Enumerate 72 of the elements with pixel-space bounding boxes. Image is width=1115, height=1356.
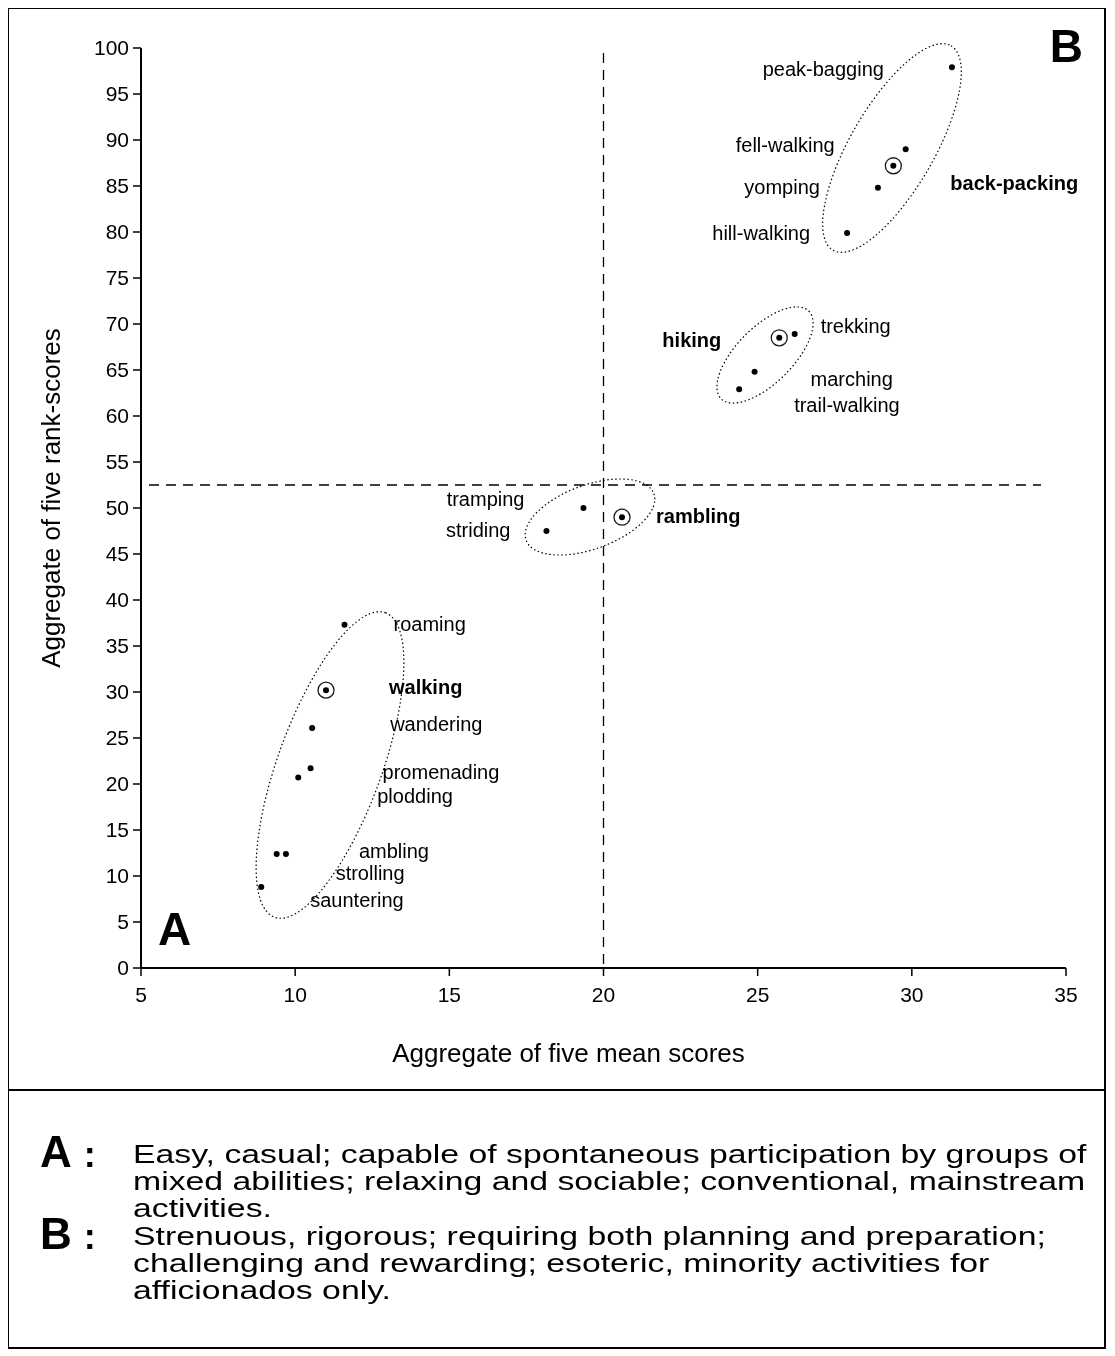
point xyxy=(309,724,316,731)
annotation: promenading xyxy=(382,761,500,784)
y-tick-label: 70 xyxy=(105,312,129,336)
y-axis-title: Aggregate of five rank-scores xyxy=(36,328,66,668)
x-tick-label: 15 xyxy=(437,983,462,1006)
point xyxy=(613,508,631,526)
point xyxy=(341,621,348,628)
x-tick-label: 10 xyxy=(283,983,307,1006)
point xyxy=(295,774,302,781)
y-tick-label: 15 xyxy=(105,818,129,842)
y-tick-label: 30 xyxy=(105,680,129,704)
x-tick-label: 5 xyxy=(135,983,147,1006)
annotation: A xyxy=(158,903,192,955)
annotation: roaming xyxy=(393,612,466,635)
y-tick-label: 10 xyxy=(105,864,129,888)
y-tick-label: 95 xyxy=(105,82,129,106)
annotation: trekking xyxy=(820,315,891,338)
point xyxy=(273,850,280,857)
y-tick-label: 60 xyxy=(105,404,129,428)
point xyxy=(736,386,743,393)
annotation: rambling xyxy=(656,505,741,528)
annotation: plodding xyxy=(377,784,453,807)
point xyxy=(948,64,955,71)
x-tick-label: 30 xyxy=(900,983,924,1006)
annotation: sauntering xyxy=(310,889,404,912)
point xyxy=(543,528,550,534)
annotation: B xyxy=(1049,20,1083,72)
annotation: hill-walking xyxy=(712,221,811,244)
annotation: hiking xyxy=(662,328,722,351)
y-tick-label: 20 xyxy=(105,772,129,796)
y-tick-label: 65 xyxy=(105,358,129,382)
y-tick-label: 85 xyxy=(105,174,129,198)
y-tick-label: 25 xyxy=(105,726,129,750)
x-tick-label: 25 xyxy=(745,983,770,1006)
annotation: wandering xyxy=(389,712,483,735)
y-tick-label: 5 xyxy=(117,910,129,934)
point xyxy=(791,331,798,338)
y-tick-label: 35 xyxy=(105,634,129,658)
annotation: peak-bagging xyxy=(762,58,884,81)
y-tick-label: 0 xyxy=(117,956,129,980)
point xyxy=(751,368,758,375)
point xyxy=(874,184,881,191)
y-tick-label: 100 xyxy=(93,36,129,60)
annotation: tramping xyxy=(446,488,525,510)
annotation: walking xyxy=(388,676,463,699)
y-tick-label: 90 xyxy=(105,128,129,152)
point xyxy=(317,681,335,699)
y-tick-label: 55 xyxy=(105,450,129,474)
point xyxy=(258,884,265,891)
y-tick-label: 50 xyxy=(105,496,129,520)
annotation: trail-walking xyxy=(794,394,900,417)
y-tick-label: 80 xyxy=(105,220,129,244)
x-axis-title: Aggregate of five mean scores xyxy=(392,1038,745,1068)
point xyxy=(844,229,851,236)
point xyxy=(580,505,587,511)
point xyxy=(902,146,909,153)
point xyxy=(282,850,289,857)
annotation: ambling xyxy=(358,839,429,862)
annotation: striding xyxy=(445,519,511,541)
annotation: back-packing xyxy=(950,171,1079,194)
annotation: fell-walking xyxy=(735,134,835,157)
annotation: strolling xyxy=(335,861,405,884)
annotation: yomping xyxy=(744,175,820,198)
point xyxy=(307,765,314,772)
y-tick-label: 45 xyxy=(105,542,129,566)
x-tick-label: 20 xyxy=(591,983,616,1006)
annotation: marching xyxy=(810,367,893,390)
x-tick-label: 35 xyxy=(1054,983,1078,1006)
point xyxy=(770,329,788,347)
point xyxy=(884,157,902,175)
y-tick-label: 40 xyxy=(105,588,129,612)
y-tick-label: 75 xyxy=(105,266,129,290)
